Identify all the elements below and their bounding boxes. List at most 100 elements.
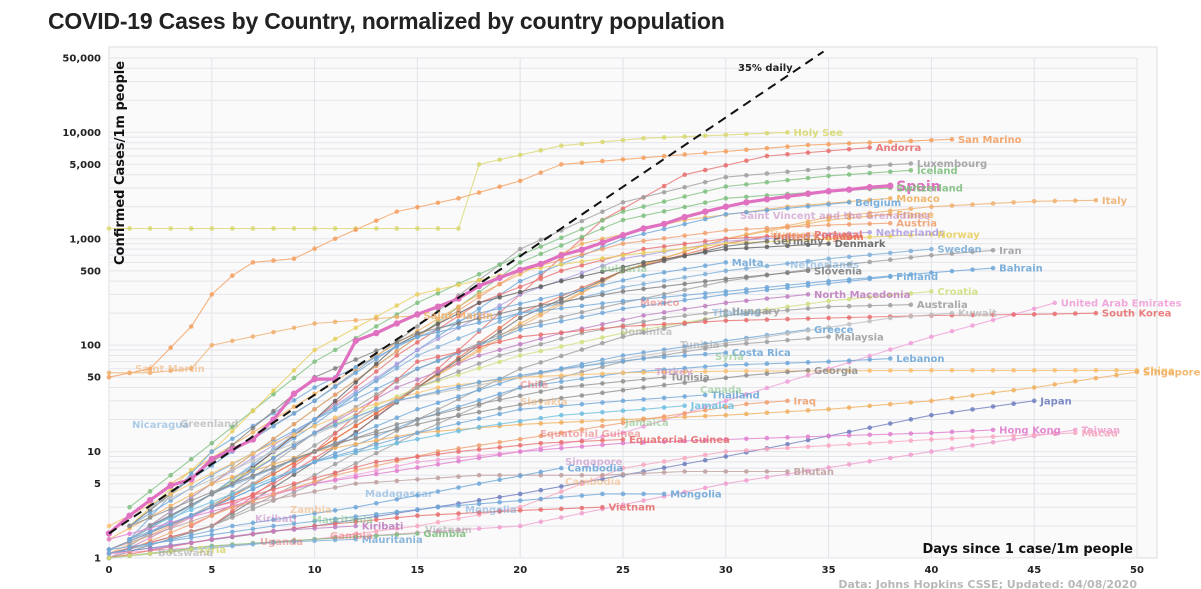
data-point: [641, 491, 646, 497]
data-point: [661, 491, 667, 497]
data-point: [415, 366, 420, 372]
data-point: [867, 432, 873, 438]
data-point: [579, 226, 585, 232]
data-point: [579, 347, 585, 352]
data-point: [373, 369, 379, 374]
data-point: [373, 392, 379, 397]
data-point: [476, 416, 482, 421]
data-point: [641, 424, 646, 429]
background-label: Uganda: [260, 537, 303, 548]
data-point: [291, 514, 297, 519]
background-label: Mongolia: [465, 505, 517, 516]
series-label: Slovenia: [814, 266, 862, 277]
data-point: [435, 291, 441, 296]
data-point: [600, 472, 605, 478]
data-point: [517, 523, 523, 529]
data-point: [332, 470, 338, 476]
data-point: [415, 330, 420, 336]
data-point: [373, 468, 379, 473]
data-point: [826, 165, 831, 171]
spain-point: [763, 196, 771, 203]
data-point: [188, 507, 194, 513]
data-point: [805, 258, 811, 264]
series-label: Cambodia: [567, 464, 623, 475]
data-point: [744, 311, 749, 317]
y-tick-label: 5,000: [69, 160, 101, 171]
data-point: [579, 339, 585, 345]
data-point: [127, 226, 132, 231]
data-point: [353, 391, 359, 397]
data-point: [764, 145, 770, 151]
data-point: [332, 436, 338, 442]
background-label: Tunisia: [680, 340, 720, 351]
data-point: [702, 200, 708, 205]
data-point: [908, 302, 914, 308]
data-point: [476, 526, 482, 531]
data-point: [373, 428, 379, 434]
data-point: [271, 465, 276, 470]
data-point: [620, 440, 626, 446]
series-line: [129, 270, 809, 527]
data-point: [497, 184, 502, 190]
data-point: [250, 473, 256, 478]
data-point: [456, 503, 461, 508]
data-point: [517, 347, 523, 353]
data-point: [579, 419, 585, 424]
data-point: [517, 373, 523, 378]
data-point: [990, 427, 996, 433]
data-point: [764, 296, 770, 301]
data-point: [353, 514, 359, 519]
data-point: [497, 306, 502, 311]
data-point: [476, 344, 482, 350]
data-point: [764, 339, 770, 345]
data-point: [250, 458, 256, 464]
spain-point: [229, 446, 236, 453]
data-point: [744, 173, 749, 178]
data-point: [456, 349, 461, 355]
data-point: [538, 496, 544, 502]
data-point: [456, 325, 461, 330]
data-point: [887, 302, 893, 308]
data-point: [579, 252, 585, 257]
data-point: [744, 401, 749, 407]
data-point: [168, 549, 173, 554]
data-point: [1011, 433, 1016, 438]
data-point: [682, 394, 687, 399]
data-point: [620, 278, 626, 283]
data-point: [661, 470, 667, 475]
series-label: Costa Rica: [732, 348, 791, 359]
data-point: [641, 417, 646, 422]
data-point: [641, 296, 646, 302]
data-point: [147, 366, 153, 372]
data-point: [990, 201, 996, 206]
data-point: [456, 394, 461, 399]
data-point: [209, 471, 215, 476]
data-point: [908, 291, 914, 296]
data-point: [312, 518, 317, 524]
data-point: [867, 170, 873, 176]
data-point: [291, 527, 297, 532]
data-point: [517, 271, 523, 277]
data-point: [435, 519, 441, 525]
data-point: [682, 306, 687, 312]
data-point: [805, 316, 811, 321]
data-point: [579, 287, 585, 293]
data-point: [929, 430, 934, 436]
data-point: [373, 442, 379, 447]
data-point: [744, 147, 749, 153]
data-point: [990, 439, 996, 445]
series-label: Vietnam: [608, 503, 655, 514]
data-point: [394, 422, 400, 427]
data-point: [353, 447, 359, 453]
data-point: [785, 238, 790, 244]
data-point: [600, 340, 605, 346]
series-label: Tunisia: [670, 373, 710, 384]
data-point: [538, 440, 544, 446]
data-point: [394, 426, 400, 432]
data-point: [106, 536, 112, 542]
data-point: [949, 268, 955, 274]
data-point: [209, 528, 215, 533]
x-tick-label: 40: [924, 565, 938, 576]
data-point: [785, 307, 790, 313]
background-label: Nicaragua: [132, 420, 189, 431]
